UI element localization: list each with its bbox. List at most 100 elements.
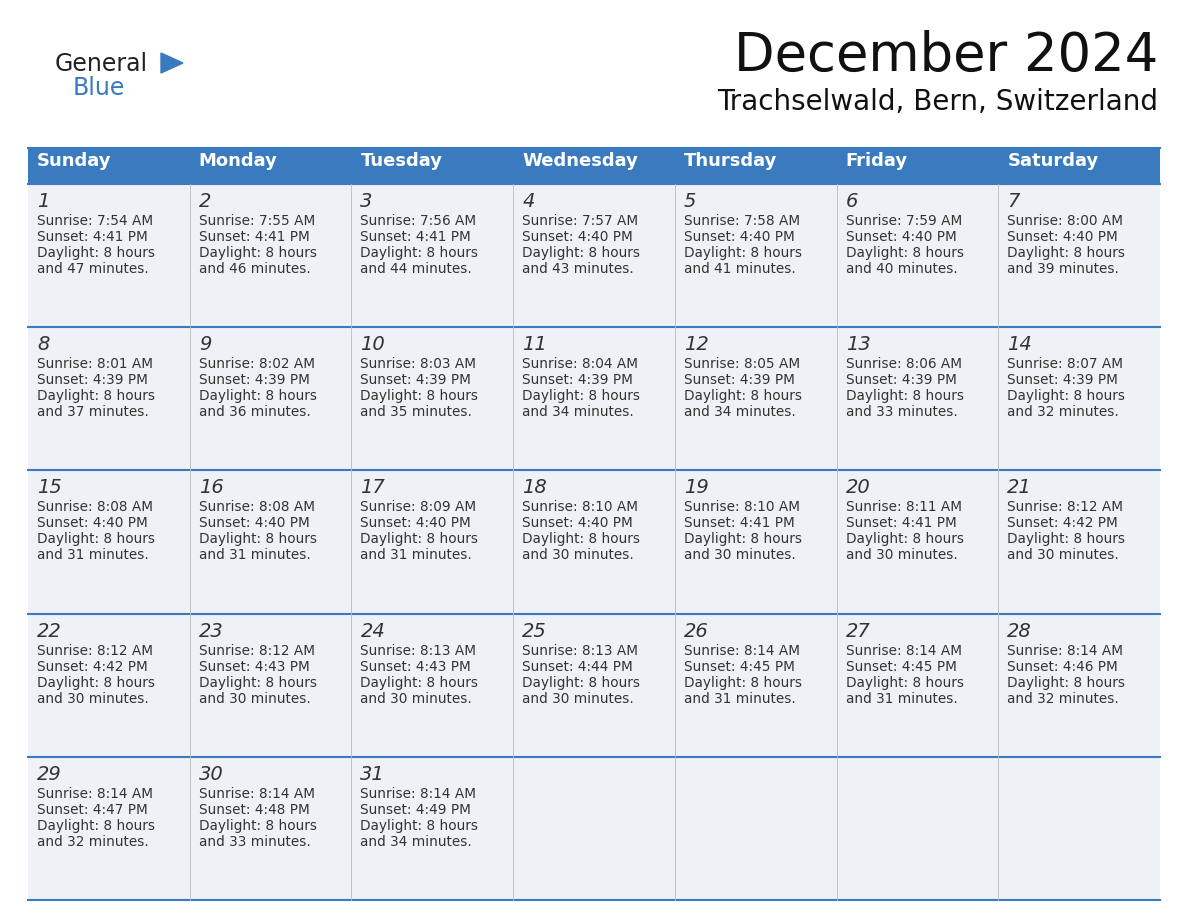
- Text: Sunset: 4:49 PM: Sunset: 4:49 PM: [360, 803, 472, 817]
- Text: Thursday: Thursday: [684, 152, 777, 170]
- Text: Sunset: 4:48 PM: Sunset: 4:48 PM: [198, 803, 309, 817]
- Text: Sunrise: 8:14 AM: Sunrise: 8:14 AM: [846, 644, 961, 657]
- Bar: [352, 756, 513, 900]
- Text: Daylight: 8 hours: Daylight: 8 hours: [523, 389, 640, 403]
- Text: Sunset: 4:39 PM: Sunset: 4:39 PM: [846, 374, 956, 387]
- Text: Daylight: 8 hours: Daylight: 8 hours: [360, 676, 479, 689]
- Bar: [836, 613, 998, 756]
- Text: Daylight: 8 hours: Daylight: 8 hours: [198, 676, 317, 689]
- Bar: [998, 756, 1159, 900]
- Text: Sunrise: 8:03 AM: Sunrise: 8:03 AM: [360, 357, 476, 371]
- Text: 26: 26: [684, 621, 708, 641]
- Text: Sunset: 4:45 PM: Sunset: 4:45 PM: [846, 660, 956, 674]
- Bar: [675, 470, 836, 613]
- Text: and 44 minutes.: and 44 minutes.: [360, 262, 472, 276]
- Text: 19: 19: [684, 478, 708, 498]
- Text: Sunrise: 8:12 AM: Sunrise: 8:12 AM: [198, 644, 315, 657]
- Text: Sunset: 4:40 PM: Sunset: 4:40 PM: [684, 230, 795, 244]
- Text: Sunrise: 8:08 AM: Sunrise: 8:08 AM: [37, 500, 153, 514]
- Bar: [998, 327, 1159, 470]
- Text: 14: 14: [1007, 335, 1032, 354]
- Text: 16: 16: [198, 478, 223, 498]
- Text: and 34 minutes.: and 34 minutes.: [360, 834, 472, 849]
- Text: 7: 7: [1007, 192, 1019, 211]
- Text: and 40 minutes.: and 40 minutes.: [846, 262, 958, 276]
- Text: Sunset: 4:40 PM: Sunset: 4:40 PM: [523, 517, 633, 531]
- Text: 27: 27: [846, 621, 871, 641]
- Bar: [352, 613, 513, 756]
- Text: Sunset: 4:41 PM: Sunset: 4:41 PM: [846, 517, 956, 531]
- Text: Sunrise: 7:54 AM: Sunrise: 7:54 AM: [37, 214, 153, 228]
- Bar: [998, 613, 1159, 756]
- Text: and 31 minutes.: and 31 minutes.: [37, 548, 148, 563]
- Bar: [352, 148, 513, 184]
- Bar: [836, 184, 998, 327]
- Text: Daylight: 8 hours: Daylight: 8 hours: [37, 532, 154, 546]
- Text: Daylight: 8 hours: Daylight: 8 hours: [360, 819, 479, 833]
- Text: 2: 2: [198, 192, 211, 211]
- Text: Monday: Monday: [198, 152, 278, 170]
- Bar: [836, 470, 998, 613]
- Bar: [29, 470, 190, 613]
- Text: Sunrise: 8:08 AM: Sunrise: 8:08 AM: [198, 500, 315, 514]
- Text: 18: 18: [523, 478, 546, 498]
- Text: Sunrise: 8:04 AM: Sunrise: 8:04 AM: [523, 357, 638, 371]
- Text: General: General: [55, 52, 148, 76]
- Text: Wednesday: Wednesday: [523, 152, 638, 170]
- Text: Sunrise: 7:59 AM: Sunrise: 7:59 AM: [846, 214, 962, 228]
- Text: Daylight: 8 hours: Daylight: 8 hours: [37, 246, 154, 260]
- Text: Sunrise: 8:13 AM: Sunrise: 8:13 AM: [523, 644, 638, 657]
- Bar: [190, 184, 352, 327]
- Text: Daylight: 8 hours: Daylight: 8 hours: [198, 532, 317, 546]
- Text: and 35 minutes.: and 35 minutes.: [360, 405, 473, 420]
- Text: December 2024: December 2024: [734, 30, 1158, 82]
- Text: and 30 minutes.: and 30 minutes.: [684, 548, 796, 563]
- Text: Trachselwald, Bern, Switzerland: Trachselwald, Bern, Switzerland: [718, 88, 1158, 116]
- Text: and 30 minutes.: and 30 minutes.: [1007, 548, 1119, 563]
- Bar: [352, 470, 513, 613]
- Text: Daylight: 8 hours: Daylight: 8 hours: [684, 676, 802, 689]
- Text: Daylight: 8 hours: Daylight: 8 hours: [1007, 246, 1125, 260]
- Bar: [675, 756, 836, 900]
- Text: Daylight: 8 hours: Daylight: 8 hours: [523, 246, 640, 260]
- Text: Sunset: 4:39 PM: Sunset: 4:39 PM: [198, 374, 310, 387]
- Text: Sunset: 4:43 PM: Sunset: 4:43 PM: [360, 660, 472, 674]
- Bar: [998, 470, 1159, 613]
- Text: and 30 minutes.: and 30 minutes.: [360, 691, 472, 706]
- Text: and 31 minutes.: and 31 minutes.: [198, 548, 310, 563]
- Text: Sunset: 4:40 PM: Sunset: 4:40 PM: [846, 230, 956, 244]
- Text: and 30 minutes.: and 30 minutes.: [37, 691, 148, 706]
- Bar: [190, 148, 352, 184]
- Text: 12: 12: [684, 335, 708, 354]
- Text: Sunrise: 8:09 AM: Sunrise: 8:09 AM: [360, 500, 476, 514]
- Text: 29: 29: [37, 765, 62, 784]
- Text: Daylight: 8 hours: Daylight: 8 hours: [37, 676, 154, 689]
- Text: and 34 minutes.: and 34 minutes.: [684, 405, 796, 420]
- Text: and 30 minutes.: and 30 minutes.: [198, 691, 310, 706]
- Text: and 30 minutes.: and 30 minutes.: [846, 548, 958, 563]
- Text: and 39 minutes.: and 39 minutes.: [1007, 262, 1119, 276]
- Text: 24: 24: [360, 621, 385, 641]
- Text: Sunrise: 8:12 AM: Sunrise: 8:12 AM: [1007, 500, 1124, 514]
- Text: Sunrise: 8:00 AM: Sunrise: 8:00 AM: [1007, 214, 1124, 228]
- Bar: [836, 327, 998, 470]
- Bar: [190, 327, 352, 470]
- Text: and 47 minutes.: and 47 minutes.: [37, 262, 148, 276]
- Text: Sunset: 4:47 PM: Sunset: 4:47 PM: [37, 803, 147, 817]
- Text: 28: 28: [1007, 621, 1032, 641]
- Text: 23: 23: [198, 621, 223, 641]
- Text: Sunset: 4:41 PM: Sunset: 4:41 PM: [360, 230, 472, 244]
- Text: Tuesday: Tuesday: [360, 152, 442, 170]
- Bar: [836, 148, 998, 184]
- Text: Daylight: 8 hours: Daylight: 8 hours: [846, 676, 963, 689]
- Text: Sunset: 4:46 PM: Sunset: 4:46 PM: [1007, 660, 1118, 674]
- Text: Friday: Friday: [846, 152, 908, 170]
- Text: 11: 11: [523, 335, 546, 354]
- Bar: [675, 327, 836, 470]
- Text: Sunset: 4:42 PM: Sunset: 4:42 PM: [37, 660, 147, 674]
- Text: Sunset: 4:39 PM: Sunset: 4:39 PM: [523, 374, 633, 387]
- Text: and 30 minutes.: and 30 minutes.: [523, 691, 634, 706]
- Text: Daylight: 8 hours: Daylight: 8 hours: [684, 389, 802, 403]
- Bar: [675, 184, 836, 327]
- Text: and 34 minutes.: and 34 minutes.: [523, 405, 634, 420]
